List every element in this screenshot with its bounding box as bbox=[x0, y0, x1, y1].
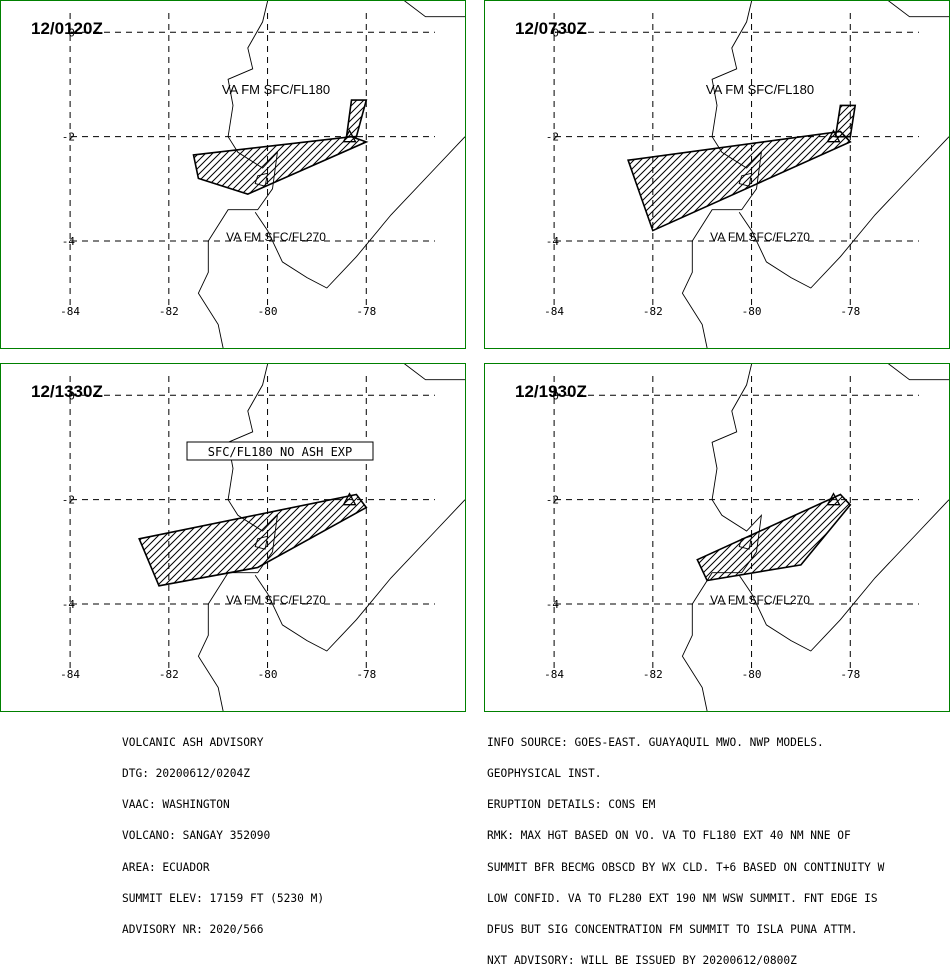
panel-3-time: 12/1330Z bbox=[31, 382, 103, 401]
advisory-line: GEOPHYSICAL INST. bbox=[487, 767, 602, 781]
lower-level-label: VA FM SFC/FL270 bbox=[710, 593, 810, 607]
lat-tick-label: -4 bbox=[546, 598, 560, 611]
no-ash-note: SFC/FL180 NO ASH EXP bbox=[186, 441, 374, 461]
advisory-line: ADVISORY NR: 2020/566 bbox=[122, 923, 264, 937]
advisory-line: DTG: 20200612/0204Z bbox=[122, 767, 250, 781]
lat-tick-label: 0 bbox=[552, 389, 559, 402]
advisory-line: AREA: ECUADOR bbox=[122, 860, 210, 874]
ash-polygon-lower bbox=[627, 130, 852, 232]
lat-tick-label: 0 bbox=[68, 389, 75, 402]
advisory-line: INFO SOURCE: GOES-EAST. GUAYAQUIL MWO. N… bbox=[487, 735, 824, 749]
lon-tick-label: -78 bbox=[840, 668, 860, 681]
volcano-marker bbox=[826, 129, 841, 143]
lat-tick-label: -2 bbox=[62, 494, 75, 507]
lon-tick-label: -84 bbox=[60, 668, 80, 681]
panel-1: -84 -82 -80 -78 0 -2 -4 VA FM SFC/FL180 VA FM SF… bbox=[0, 0, 466, 349]
advisory-details: INFO SOURCE: GOES-EAST. GUAYAQUIL MWO. N… bbox=[487, 717, 884, 977]
lon-tick-label: -84 bbox=[544, 305, 564, 318]
lower-level-label: VA FM SFC/FL270 bbox=[710, 230, 810, 244]
advisory-line: SUMMIT ELEV: 17159 FT (5230 M) bbox=[122, 891, 325, 905]
lon-tick-label: -82 bbox=[643, 305, 663, 318]
advisory-line: VOLCANIC ASH ADVISORY bbox=[122, 735, 264, 749]
lon-tick-label: -84 bbox=[544, 668, 564, 681]
lon-tick-label: -82 bbox=[159, 668, 179, 681]
advisory-line: VOLCANO: SANGAY 352090 bbox=[122, 829, 271, 843]
volcano-marker bbox=[826, 492, 841, 506]
lon-tick-label: -82 bbox=[159, 305, 179, 318]
advisory-line: NXT ADVISORY: WILL BE ISSUED BY 20200612… bbox=[487, 954, 797, 968]
lon-tick-label: -80 bbox=[742, 305, 762, 318]
lon-tick-label: -84 bbox=[60, 305, 80, 318]
panel-4: -84 -82 -80 -78 0 -2 -4 VA FM SFC/FL270 12/1930… bbox=[484, 363, 950, 712]
border-north bbox=[404, 1, 465, 18]
lower-level-label: VA FM SFC/FL270 bbox=[226, 230, 326, 244]
panel-2-time: 12/0730Z bbox=[515, 19, 587, 38]
lat-tick-label: 0 bbox=[68, 26, 75, 39]
border-north bbox=[888, 1, 949, 18]
ash-polygon-lower bbox=[138, 493, 368, 587]
advisory-line: VAAC: WASHINGTON bbox=[122, 798, 230, 812]
panel-4-time: 12/1930Z bbox=[515, 382, 587, 401]
no-ash-note-text: SFC/FL180 NO ASH EXP bbox=[208, 445, 353, 459]
map-4: -84 -82 -80 -78 0 -2 -4 VA FM SFC/FL270 bbox=[544, 364, 949, 711]
lat-tick-label: -2 bbox=[546, 131, 559, 144]
advisory-line: RMK: MAX HGT BASED ON VO. VA TO FL180 EX… bbox=[487, 829, 851, 843]
advisory-line: LOW CONFID. VA TO FL280 EXT 190 NM WSW S… bbox=[487, 891, 878, 905]
lat-tick-label: -2 bbox=[546, 494, 559, 507]
advisory-header: VOLCANIC ASH ADVISORY DTG: 20200612/0204… bbox=[122, 717, 324, 946]
advisory-line: ERUPTION DETAILS: CONS EM bbox=[487, 798, 656, 812]
ash-polygon-upper bbox=[345, 99, 368, 138]
map-1: -84 -82 -80 -78 0 -2 -4 VA FM SFC/FL180 VA FM SF… bbox=[60, 1, 465, 348]
border-north bbox=[888, 364, 949, 381]
advisory-line: SUMMIT BFR BECMG OBSCD BY WX CLD. T+6 BA… bbox=[487, 860, 885, 874]
border-north bbox=[404, 364, 465, 381]
lon-tick-label: -78 bbox=[356, 305, 376, 318]
upper-level-label: VA FM SFC/FL180 bbox=[222, 82, 330, 97]
ash-polygon-upper bbox=[834, 104, 857, 138]
volcano-marker bbox=[342, 129, 357, 143]
ash-polygon-lower bbox=[192, 135, 369, 195]
map-3: -84 -82 -80 -78 0 -2 -4 VA FM SFC/FL270 SFC/FL18… bbox=[60, 364, 465, 711]
advisory-line: DFUS BUT SIG CONCENTRATION FM SUMMIT TO … bbox=[487, 923, 858, 937]
lon-tick-label: -82 bbox=[643, 668, 663, 681]
no-ash-note-box bbox=[186, 441, 374, 461]
volcano-marker bbox=[342, 492, 357, 506]
lon-tick-label: -80 bbox=[258, 305, 278, 318]
panel-1-time: 12/0120Z bbox=[31, 19, 103, 38]
border-south bbox=[738, 499, 949, 652]
lon-tick-label: -80 bbox=[742, 668, 762, 681]
lat-tick-label: -4 bbox=[62, 235, 76, 248]
panel-3: -84 -82 -80 -78 0 -2 -4 VA FM SFC/FL270 SFC/FL18… bbox=[0, 363, 466, 712]
lon-tick-label: -80 bbox=[258, 668, 278, 681]
lat-tick-label: -4 bbox=[62, 598, 76, 611]
upper-level-label: VA FM SFC/FL180 bbox=[706, 82, 814, 97]
lat-tick-label: 0 bbox=[552, 26, 559, 39]
map-2: -84 -82 -80 -78 0 -2 -4 VA FM SFC/FL180 VA FM SF… bbox=[544, 1, 949, 348]
lat-tick-label: -4 bbox=[546, 235, 560, 248]
lat-tick-label: -2 bbox=[62, 131, 75, 144]
ash-polygon-lower bbox=[696, 493, 852, 582]
panel-2: -84 -82 -80 -78 0 -2 -4 VA FM SFC/FL180 VA FM SF… bbox=[484, 0, 950, 349]
lon-tick-label: -78 bbox=[356, 668, 376, 681]
lower-level-label: VA FM SFC/FL270 bbox=[226, 593, 326, 607]
lon-tick-label: -78 bbox=[840, 305, 860, 318]
